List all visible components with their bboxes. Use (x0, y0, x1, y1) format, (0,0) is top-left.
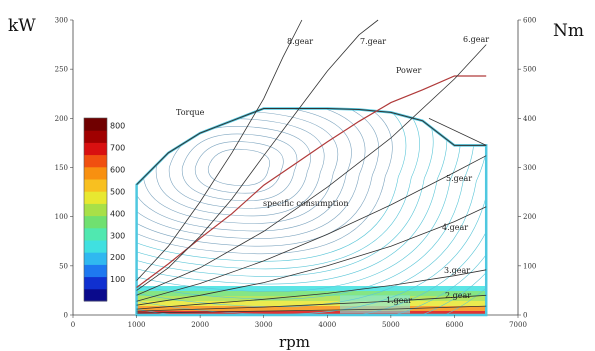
axis-ticks: 0 1000 2000 3000 4000 5000 6000 700005010015020… (55, 17, 537, 330)
gear-8-label: 8.gear (287, 37, 313, 46)
gear-1-label: 1.gear (386, 296, 412, 305)
series-line-power (136, 75, 487, 288)
colorbar-frame (83, 117, 108, 302)
colorbar-segment (84, 227, 107, 241)
x-tick-label: 3000 (255, 321, 273, 329)
colorbar-segment (84, 276, 107, 290)
y-right-tick-label: 500 (523, 66, 536, 74)
series-lines (136, 19, 487, 314)
colorbar-tick-label: 800 (110, 122, 125, 131)
colorbar-tick-label: 100 (110, 275, 125, 284)
series-line-3-gear (136, 269, 487, 310)
x-tick-label: 7000 (509, 321, 527, 329)
x-tick-label: 0 (71, 321, 75, 329)
consumption-fill (136, 286, 487, 315)
y-left-tick-label: 300 (55, 17, 68, 25)
colorbar-tick-label: 500 (110, 187, 125, 196)
colorbar-tick-label: 400 (110, 209, 125, 218)
y-left-unit: kW (8, 16, 36, 36)
colorbar-segment (84, 264, 107, 278)
x-axis-label: rpm (279, 333, 310, 351)
colorbar-segment (84, 130, 107, 143)
y-left-tick-label: 0 (64, 312, 68, 320)
series-line-8-gear (136, 19, 303, 281)
y-right-tick-label: 300 (523, 164, 536, 172)
y-left-tick-label: 100 (55, 213, 68, 221)
colorbar-segment (84, 215, 107, 229)
colorbar-segment (84, 288, 107, 302)
colorbar-segment (84, 203, 107, 217)
series-line-1-gear (136, 305, 487, 314)
x-tick-label: 6000 (446, 321, 464, 329)
gear-4-label: 4.gear (442, 223, 468, 232)
colorbar-tick-label: 700 (110, 144, 125, 153)
series-line-5-gear (136, 155, 487, 302)
consumption-contours (135, 107, 488, 317)
y-right-tick-label: 0 (523, 312, 527, 320)
x-tick-label: 4000 (318, 321, 336, 329)
colorbar-segment (84, 179, 107, 192)
gear-3-label: 3.gear (444, 266, 470, 275)
colorbar-segment (84, 191, 107, 204)
y-right-tick-label: 400 (523, 115, 536, 123)
x-tick-label: 2000 (191, 321, 209, 329)
series-line-7-gear (136, 19, 379, 291)
colorbar-segment (84, 252, 107, 265)
torque-tail (428, 117, 487, 146)
colorbar-segment (84, 240, 107, 253)
series-line-4-gear (136, 206, 487, 306)
colorbar-tick-label: 200 (110, 253, 125, 262)
series-line-6-gear (136, 44, 487, 296)
y-left-tick-label: 150 (55, 164, 68, 172)
series-line-torque (136, 108, 487, 186)
gear-5-label: 5.gear (446, 174, 472, 183)
gear-7-label: 7.gear (360, 37, 386, 46)
torque-label: Torque (176, 108, 205, 117)
colorbar: 100 200 300 400 500 600 700 800 (83, 117, 125, 302)
y-right-tick-label: 200 (523, 213, 536, 221)
y-right-unit: Nm (553, 21, 584, 41)
y-left-tick-label: 200 (55, 115, 68, 123)
y-right-tick-label: 100 (523, 262, 536, 270)
specific-consumption-label: specific consumption (263, 199, 349, 208)
colorbar-segment (84, 118, 107, 131)
colorbar-segment (84, 142, 107, 156)
series-line-2-gear (136, 294, 487, 312)
colorbar-segment (84, 154, 107, 168)
power-label: Power (396, 66, 421, 75)
colorbar-tick-label: 600 (110, 166, 125, 175)
colorbar-segment (84, 166, 107, 180)
x-tick-label: 1000 (128, 321, 146, 329)
colorbar-tick-label: 300 (110, 231, 125, 240)
y-left-tick-label: 50 (59, 262, 68, 270)
contour-lines (136, 108, 487, 315)
y-left-tick-label: 250 (55, 66, 68, 74)
x-tick-label: 5000 (382, 321, 400, 329)
y-right-tick-label: 600 (523, 17, 536, 25)
gear-6-label: 6.gear (463, 35, 489, 44)
gear-2-label: 2.gear (445, 291, 471, 300)
